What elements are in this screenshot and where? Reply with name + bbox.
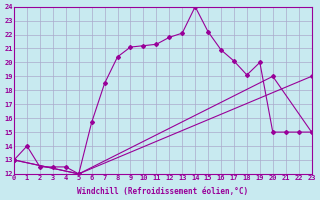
X-axis label: Windchill (Refroidissement éolien,°C): Windchill (Refroidissement éolien,°C) bbox=[77, 187, 248, 196]
